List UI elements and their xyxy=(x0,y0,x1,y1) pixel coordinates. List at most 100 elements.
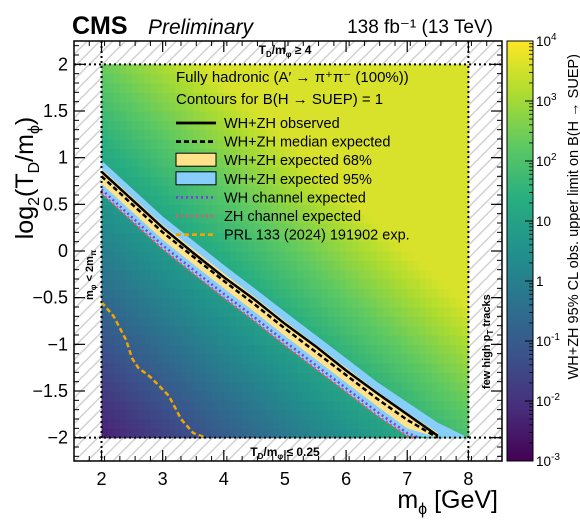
heatmap-cell xyxy=(315,73,323,84)
heatmap-cell xyxy=(101,279,109,289)
heatmap-cell xyxy=(370,111,378,121)
heatmap-cell xyxy=(248,353,255,364)
heatmap-cell xyxy=(217,213,225,224)
heatmap-cell xyxy=(193,73,200,84)
heatmap-cell xyxy=(309,73,317,84)
heatmap-cell xyxy=(309,251,317,261)
heatmap-cell xyxy=(376,232,384,243)
heatmap-cell xyxy=(376,129,384,140)
heatmap-cell xyxy=(339,288,347,299)
heatmap-cell xyxy=(370,176,378,187)
heatmap-cell xyxy=(211,129,219,140)
heatmap-cell xyxy=(181,73,188,84)
heatmap-cell xyxy=(236,139,243,149)
heatmap-cell xyxy=(291,363,298,373)
heatmap-cell xyxy=(236,232,243,243)
heatmap-cell xyxy=(119,409,127,420)
heatmap-cell xyxy=(107,381,115,392)
heatmap-cell xyxy=(456,307,463,317)
heatmap-cell xyxy=(303,279,310,289)
heatmap-cell xyxy=(407,73,414,84)
heatmap-cell xyxy=(156,167,164,177)
heatmap-cell xyxy=(450,101,457,112)
heatmap-cell xyxy=(339,232,347,243)
heatmap-cell xyxy=(168,363,176,373)
heatmap-cell xyxy=(125,73,133,84)
heatmap-cell xyxy=(401,83,408,93)
heatmap-cell xyxy=(388,381,396,392)
heatmap-cell xyxy=(260,101,268,112)
heatmap-cell xyxy=(443,241,451,252)
heatmap-cell xyxy=(339,139,347,149)
curve-prl-133-2024-191902-exp- xyxy=(100,301,206,439)
heatmap-cell xyxy=(254,363,262,373)
heatmap-cell xyxy=(205,185,213,196)
heatmap-cell xyxy=(370,232,378,243)
heatmap-cell xyxy=(456,101,463,112)
heatmap-cell xyxy=(101,120,109,131)
heatmap-cell xyxy=(395,353,402,364)
heatmap-cell xyxy=(217,157,225,168)
heatmap-cell xyxy=(431,213,439,224)
heatmap-cell xyxy=(187,92,194,103)
heatmap-cell xyxy=(125,213,133,224)
heatmap-cell xyxy=(401,129,408,140)
heatmap-cell xyxy=(309,167,317,177)
heatmap-cell xyxy=(388,335,396,345)
heatmap-cell xyxy=(291,64,298,75)
heatmap-cell xyxy=(113,148,121,159)
heatmap-cell xyxy=(382,335,390,345)
heatmap-cell xyxy=(260,241,268,252)
heatmap-cell xyxy=(162,92,170,103)
heatmap-cell xyxy=(443,325,451,336)
heatmap-cell xyxy=(125,232,133,243)
heatmap-cell xyxy=(205,64,213,75)
heatmap-cell xyxy=(138,83,145,93)
heatmap-cell xyxy=(254,372,262,383)
heatmap-cell xyxy=(229,157,237,168)
heatmap-cell xyxy=(358,185,366,196)
heatmap-cell xyxy=(327,288,335,299)
heatmap-cell xyxy=(174,316,182,327)
heatmap-cell xyxy=(291,260,298,271)
heatmap-cell xyxy=(333,260,341,271)
heatmap-cell xyxy=(144,120,152,131)
heatmap-cell xyxy=(132,148,139,159)
heatmap-cell xyxy=(437,409,445,420)
heatmap-cell xyxy=(333,316,341,327)
heatmap-cell xyxy=(450,176,457,187)
heatmap-cell xyxy=(358,428,366,439)
heatmap-cell xyxy=(364,167,372,177)
heatmap-cell xyxy=(223,73,231,84)
heatmap-cell xyxy=(144,64,152,75)
heatmap-cell xyxy=(443,279,451,289)
heatmap-cell xyxy=(260,419,268,429)
heatmap-cell xyxy=(138,176,145,187)
heatmap-cell xyxy=(291,419,298,429)
heatmap-cell xyxy=(254,92,262,103)
heatmap-cell xyxy=(401,195,408,205)
heatmap-cell xyxy=(272,409,280,420)
heatmap-cell xyxy=(168,111,176,121)
heatmap-cell xyxy=(284,204,292,215)
heatmap-cell xyxy=(205,409,213,420)
heatmap-cell xyxy=(419,381,427,392)
heatmap-cell xyxy=(217,297,225,308)
heatmap-cell xyxy=(162,148,170,159)
heatmap-cell xyxy=(352,73,359,84)
heatmap-cell xyxy=(150,157,158,168)
heatmap-cell xyxy=(113,64,121,75)
heatmap-cell xyxy=(242,111,249,121)
heatmap-cell xyxy=(113,167,121,177)
heatmap-cell xyxy=(456,92,463,103)
heatmap-cell xyxy=(187,288,194,299)
heatmap-cell xyxy=(456,64,463,75)
heatmap-cell xyxy=(211,325,219,336)
heatmap-cell xyxy=(132,288,139,299)
heatmap-cell xyxy=(138,297,145,308)
heatmap-cell xyxy=(125,353,133,364)
heatmap-cell xyxy=(119,213,127,224)
heatmap-cell xyxy=(119,83,127,93)
heatmap-cell xyxy=(352,428,359,439)
heatmap-cell xyxy=(113,73,121,84)
